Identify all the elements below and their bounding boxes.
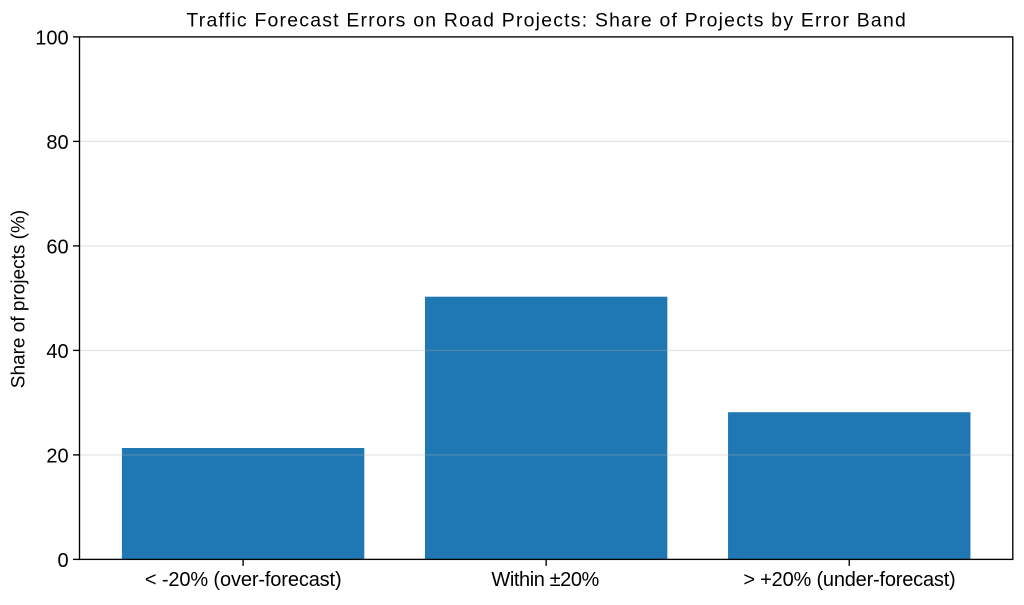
svg-text:0: 0 — [57, 550, 68, 572]
svg-text:Within ±20%: Within ±20% — [491, 569, 599, 591]
svg-text:100: 100 — [35, 28, 68, 50]
svg-text:40: 40 — [46, 341, 68, 363]
svg-text:60: 60 — [46, 237, 68, 259]
svg-text:Traffic Forecast Errors on Roa: Traffic Forecast Errors on Road Projects… — [186, 10, 907, 32]
svg-text:80: 80 — [46, 132, 68, 154]
svg-text:20: 20 — [46, 446, 68, 468]
svg-text:Share of projects (%): Share of projects (%) — [8, 210, 29, 388]
svg-text:> +20% (under-forecast): > +20% (under-forecast) — [743, 569, 955, 591]
svg-text:< -20% (over-forecast): < -20% (over-forecast) — [145, 569, 342, 591]
